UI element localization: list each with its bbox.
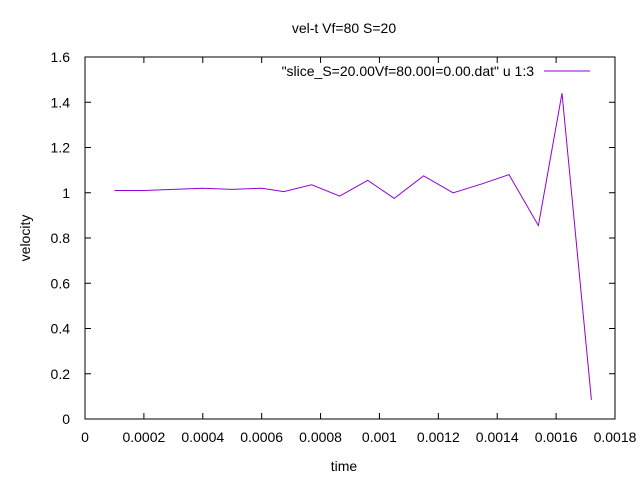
x-tick-label: 0.0006 — [240, 429, 283, 445]
x-axis: 0 0.0002 0.0004 0.0006 0.0008 0.001 0.0012 0.00… — [81, 57, 637, 445]
y-tick-label: 0.8 — [51, 230, 71, 246]
plot-frame — [84, 56, 616, 420]
x-tick-label: 0.0014 — [476, 429, 519, 445]
legend-entry-label: "slice_S=20.00Vf=80.00I=0.00.dat" u 1:3 — [282, 63, 535, 79]
y-tick-label: 1 — [62, 185, 70, 201]
y-tick-label: 0.2 — [51, 366, 71, 382]
y-tick-label: 0 — [62, 411, 70, 427]
series-layer — [114, 93, 592, 400]
x-axis-label: time — [331, 458, 358, 474]
x-tick-label: 0.0002 — [122, 429, 165, 445]
y-tick-label: 0.6 — [51, 275, 71, 291]
legend: "slice_S=20.00Vf=80.00I=0.00.dat" u 1:3 — [282, 63, 590, 79]
x-tick-label: 0.0016 — [535, 429, 578, 445]
y-tick-label: 1.2 — [51, 140, 71, 156]
y-tick-label: 0.4 — [51, 321, 71, 337]
x-tick-label: 0.0008 — [299, 429, 342, 445]
y-axis-label: velocity — [17, 215, 33, 262]
chart-title: vel-t Vf=80 S=20 — [292, 20, 397, 36]
x-tick-label: 0 — [81, 429, 89, 445]
x-tick-label: 0.0018 — [594, 429, 637, 445]
x-tick-label: 0.001 — [362, 429, 397, 445]
y-axis: 0 0.2 0.4 0.6 0.8 1 1.2 1.4 1.6 — [51, 49, 615, 427]
series-line — [114, 93, 592, 400]
x-tick-label: 0.0012 — [417, 429, 460, 445]
y-tick-label: 1.4 — [51, 94, 71, 110]
x-tick-label: 0.0004 — [181, 429, 224, 445]
y-tick-label: 1.6 — [51, 49, 71, 65]
